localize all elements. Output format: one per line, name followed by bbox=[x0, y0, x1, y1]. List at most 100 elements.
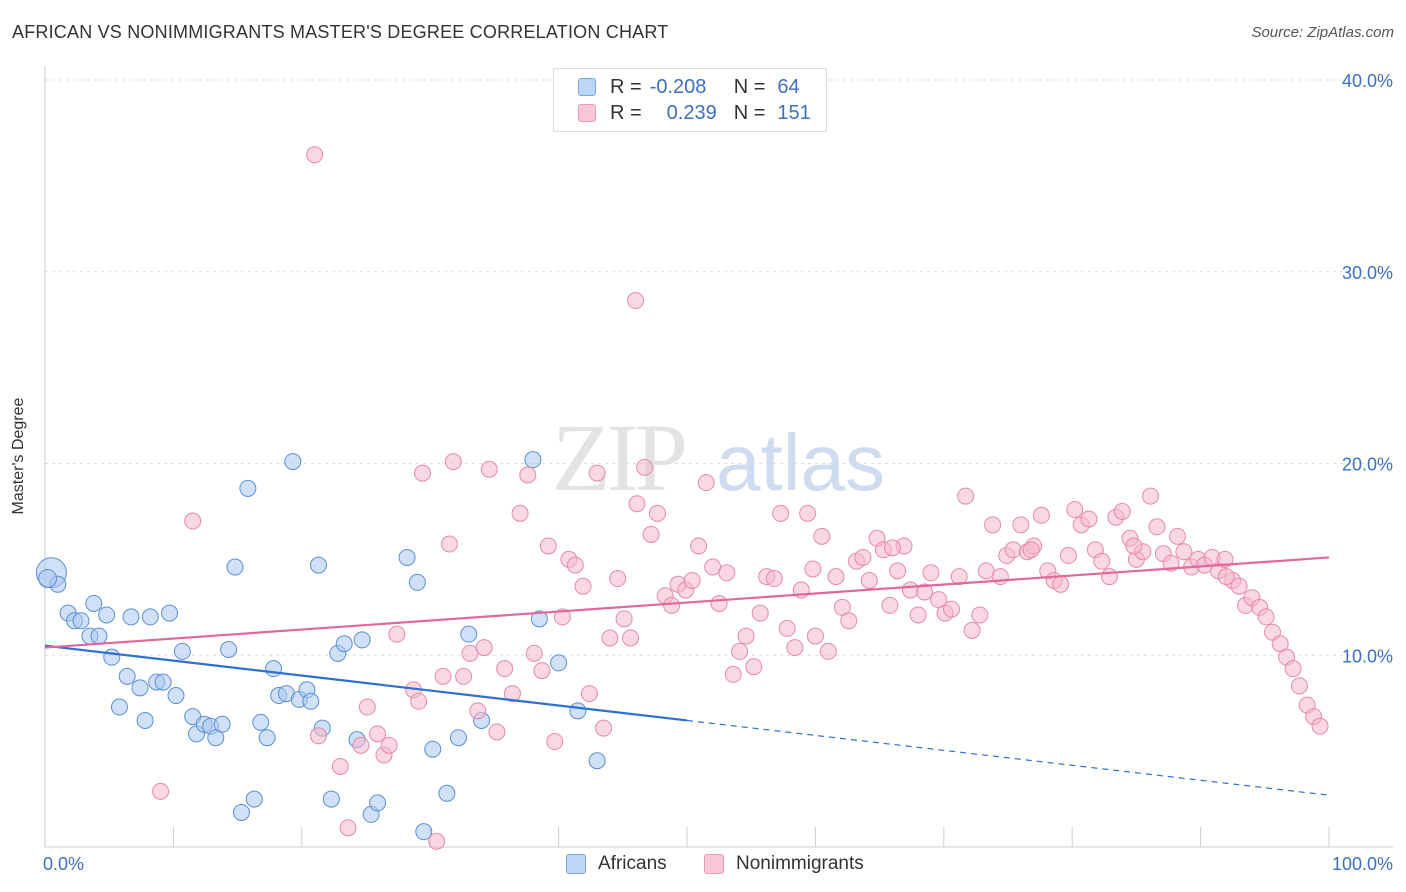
nonimmigrants-point bbox=[786, 639, 804, 657]
nonimmigrants-point bbox=[331, 757, 349, 775]
nonimmigrants-point bbox=[804, 560, 822, 578]
africans-point bbox=[173, 642, 191, 660]
africans-point bbox=[530, 610, 548, 628]
nonimmigrants-point bbox=[854, 548, 872, 566]
nonimmigrants-point bbox=[697, 474, 715, 492]
nonimmigrants-point bbox=[358, 698, 376, 716]
africans-point bbox=[460, 625, 478, 643]
nonimmigrants-trend-line bbox=[44, 556, 1330, 649]
africans-point bbox=[220, 640, 238, 658]
nonimmigrants-point bbox=[957, 487, 975, 505]
nonimmigrants-point bbox=[388, 625, 406, 643]
nonimmigrants-point bbox=[984, 516, 1002, 534]
nonimmigrants-point bbox=[922, 564, 940, 582]
nonimmigrants-point bbox=[511, 504, 529, 522]
nonimmigrants-point bbox=[648, 504, 666, 522]
africans-point bbox=[569, 702, 587, 720]
nonimmigrants-point bbox=[737, 627, 755, 645]
bottom-legend-nonimmigrants: Nonimmigrants bbox=[704, 852, 864, 876]
africans-point bbox=[309, 556, 327, 574]
africans-point bbox=[252, 713, 270, 731]
nonimmigrants-point bbox=[778, 619, 796, 637]
nonimmigrants-point bbox=[184, 512, 202, 530]
nonimmigrants-point bbox=[1080, 510, 1098, 528]
nonimmigrants-point bbox=[971, 606, 989, 624]
africans-bottom-swatch bbox=[566, 854, 586, 874]
nonimmigrants-point bbox=[704, 558, 722, 576]
africans-r-value: -0.208 bbox=[649, 75, 707, 98]
nonimmigrants-point bbox=[588, 464, 606, 482]
nonimmigrants-point bbox=[533, 662, 551, 680]
africans-trend-extension bbox=[686, 719, 1330, 796]
source-label: Source: ZipAtlas.com bbox=[1251, 24, 1394, 41]
nonimmigrants-point bbox=[1032, 506, 1050, 524]
africans-point bbox=[322, 790, 340, 808]
nonimmigrants-point bbox=[1257, 608, 1275, 626]
legend-row-nonimmigrants: R = 0.239 N = 151 bbox=[578, 101, 811, 125]
nonimmigrants-point bbox=[152, 782, 170, 800]
africans-point bbox=[85, 594, 103, 612]
nonimmigrants-point bbox=[609, 570, 627, 588]
nonimmigrants-point bbox=[883, 539, 901, 557]
nonimmigrants-point bbox=[963, 621, 981, 639]
tick-labels: 10.0% 20.0% 30.0% 40.0% 0.0% 100.0% bbox=[43, 71, 1393, 874]
legend-row-africans: R = -0.208 N = 64 bbox=[578, 75, 800, 99]
watermark-zip: ZIP bbox=[552, 404, 685, 511]
nonimmigrants-n-value: 151 bbox=[777, 101, 811, 124]
nonimmigrants-point bbox=[413, 464, 431, 482]
nonimmigrants-point bbox=[1284, 660, 1302, 678]
africans-point bbox=[118, 667, 136, 685]
x-tick-label-min: 0.0% bbox=[43, 854, 84, 874]
nonimmigrants-point bbox=[480, 460, 498, 478]
africans-point bbox=[449, 729, 467, 747]
nonimmigrants-point bbox=[601, 629, 619, 647]
africans-point bbox=[167, 687, 185, 705]
nonimmigrants-point bbox=[539, 537, 557, 555]
africans-r-label: R = bbox=[610, 75, 642, 98]
nonimmigrants-point bbox=[525, 644, 543, 662]
nonimmigrants-point bbox=[819, 642, 837, 660]
nonimmigrants-point bbox=[909, 606, 927, 624]
africans-point bbox=[131, 679, 149, 697]
nonimmigrants-point bbox=[1066, 501, 1084, 519]
africans-point bbox=[302, 692, 320, 710]
nonimmigrants-point bbox=[1059, 547, 1077, 565]
africans-point bbox=[438, 784, 456, 802]
nonimmigrants-point bbox=[1012, 516, 1030, 534]
nonimmigrants-point bbox=[751, 604, 769, 622]
nonimmigrants-r-label: R = bbox=[610, 101, 642, 124]
nonimmigrants-point bbox=[1311, 717, 1329, 735]
nonimmigrants-bottom-label: Nonimmigrants bbox=[736, 853, 864, 874]
nonimmigrants-point bbox=[369, 725, 387, 743]
nonimmigrants-point bbox=[475, 639, 493, 657]
nonimmigrants-point bbox=[840, 612, 858, 630]
nonimmigrants-point bbox=[428, 832, 446, 850]
nonimmigrants-point bbox=[553, 608, 571, 626]
nonimmigrants-point bbox=[881, 596, 899, 614]
nonimmigrants-point bbox=[1052, 575, 1070, 593]
africans-point bbox=[154, 673, 172, 691]
trend-lines bbox=[44, 556, 1330, 796]
nonimmigrants-point bbox=[724, 665, 742, 683]
nonimmigrants-point bbox=[469, 702, 487, 720]
africans-point bbox=[415, 823, 433, 841]
y-tick-label: 30.0% bbox=[1342, 263, 1393, 283]
watermark-atlas: atlas bbox=[716, 418, 885, 507]
africans-point bbox=[38, 569, 58, 589]
africans-point bbox=[232, 803, 250, 821]
nonimmigrants-point bbox=[306, 146, 324, 164]
nonimmigrants-point bbox=[943, 600, 961, 618]
nonimmigrants-point bbox=[1230, 577, 1248, 595]
africans-point bbox=[265, 660, 283, 678]
nonimmigrants-point bbox=[503, 685, 521, 703]
nonimmigrants-point bbox=[488, 723, 506, 741]
nonimmigrants-point bbox=[690, 537, 708, 555]
nonimmigrants-point bbox=[352, 736, 370, 754]
africans-point bbox=[98, 606, 116, 624]
africans-point bbox=[424, 740, 442, 758]
africans-point bbox=[72, 612, 90, 630]
nonimmigrants-point bbox=[574, 577, 592, 595]
nonimmigrants-point bbox=[799, 504, 817, 522]
africans-point bbox=[161, 604, 179, 622]
